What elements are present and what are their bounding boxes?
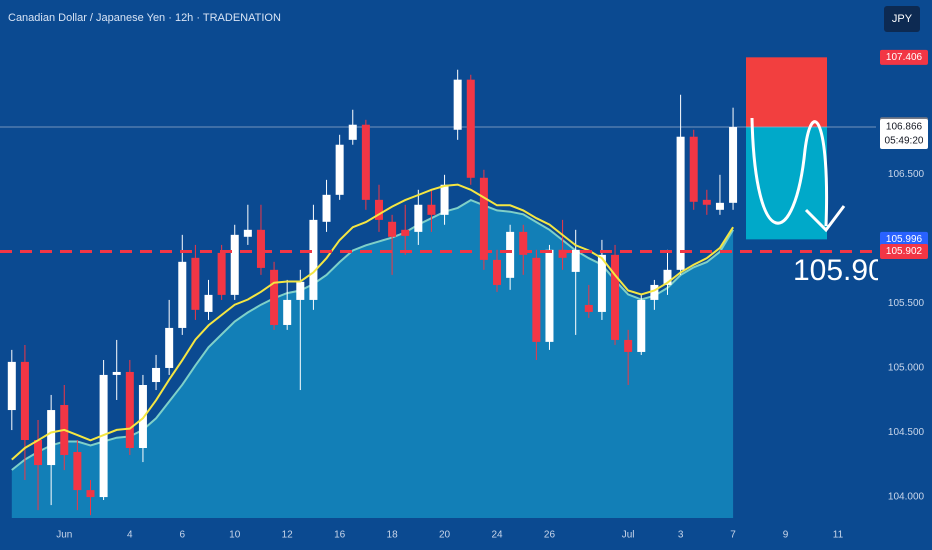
candle-body — [256, 229, 265, 268]
target-label: 105.90 — [793, 254, 885, 287]
candle-body — [270, 269, 279, 325]
x-tick-label: 12 — [282, 530, 294, 541]
candle-body — [506, 231, 515, 278]
candle-body — [86, 490, 95, 498]
x-tick-label: 18 — [387, 530, 399, 541]
candle-body — [702, 199, 711, 205]
forecast-arrowhead — [804, 205, 846, 233]
price-label: 106.866 — [886, 122, 923, 133]
candle-body — [138, 385, 147, 449]
candle-body — [453, 79, 462, 130]
candle-body — [165, 327, 174, 368]
x-tick-label: 26 — [544, 530, 556, 541]
candle-body — [597, 254, 606, 312]
candle-body — [125, 371, 134, 449]
x-tick-label: 10 — [229, 530, 241, 541]
candle-body — [519, 231, 528, 255]
candle-body — [309, 219, 318, 300]
candle-body — [545, 249, 554, 342]
plot: 105.90 Jun 4 6 10 12 16 18 20 24 26 Jul 3 7 9 11 104.000… — [0, 36, 932, 550]
candle-body — [335, 144, 344, 195]
x-tick-label: 9 — [783, 530, 789, 541]
currency-button[interactable] — [884, 6, 920, 32]
candle-body — [47, 410, 56, 466]
candle-body — [204, 294, 213, 312]
candle-body — [637, 299, 646, 352]
candle-body — [217, 252, 226, 295]
x-tick-label: 3 — [678, 530, 684, 541]
x-tick-label: 24 — [491, 530, 503, 541]
candle-body — [34, 440, 43, 466]
ma-line — [11, 183, 734, 461]
price-label: 105.902 — [886, 246, 923, 257]
price-label-box — [880, 231, 928, 247]
candle-body — [401, 229, 410, 236]
candle-body — [361, 124, 370, 200]
y-tick-label: 104.000 — [888, 492, 925, 503]
candle-body — [558, 249, 567, 258]
candle-body — [479, 177, 488, 260]
candle-body — [73, 452, 82, 491]
x-tick-label: 4 — [127, 530, 133, 541]
candle-body — [243, 229, 252, 237]
candle-body — [466, 79, 475, 178]
y-tick-label: 105.500 — [888, 298, 925, 309]
x-tick-label: 7 — [730, 530, 736, 541]
price-label-box — [880, 119, 928, 150]
candle-body — [715, 202, 724, 210]
candle-body — [493, 259, 502, 285]
forecast-curve — [750, 117, 829, 227]
x-tick-label: 16 — [334, 530, 346, 541]
candle-body — [571, 249, 580, 272]
x-tick-label: 11 — [833, 530, 844, 541]
price-label: 105.996 — [886, 234, 923, 245]
x-tick-label: 6 — [180, 530, 186, 541]
candle-body — [322, 194, 331, 222]
candle-body — [414, 204, 423, 232]
candle-body — [611, 254, 620, 340]
stop-zone — [746, 57, 827, 128]
countdown: 05:49:20 — [885, 136, 924, 147]
candle-body — [729, 127, 738, 203]
candle-body — [676, 136, 685, 270]
price-label-box — [880, 49, 928, 65]
price-label: 107.406 — [886, 52, 923, 63]
candle-body — [532, 257, 541, 342]
currency-button-label[interactable]: JPY — [892, 13, 913, 25]
candle-body — [388, 221, 397, 237]
candle-body — [230, 234, 239, 295]
candle-body — [178, 261, 187, 328]
y-tick-label: 106.500 — [888, 169, 925, 180]
candle-body — [112, 371, 121, 375]
price-label-box — [880, 244, 928, 260]
x-tick-label: 20 — [439, 530, 451, 541]
candle-body — [689, 136, 698, 202]
chart-title: Canadian Dollar / Japanese Yen · 12h · T… — [8, 12, 281, 24]
candle-body — [374, 199, 383, 220]
candle-body — [663, 269, 672, 285]
candle-body — [191, 257, 200, 310]
candle-body — [348, 124, 357, 140]
candle-body — [650, 284, 659, 300]
candle-body — [427, 204, 436, 215]
y-tick-label: 104.500 — [888, 427, 925, 438]
candle-body — [20, 361, 29, 440]
candle-body — [296, 281, 305, 300]
target-zone — [746, 127, 827, 240]
price-axis — [878, 36, 932, 550]
candle-body — [440, 184, 449, 215]
candle-body — [7, 361, 16, 411]
x-tick-label: Jun — [56, 530, 72, 541]
candle-body — [584, 304, 593, 312]
candle-body — [152, 367, 161, 383]
time-axis — [0, 518, 878, 550]
candle-body — [283, 299, 292, 325]
x-tick-label: Jul — [622, 530, 635, 541]
candle-body — [624, 339, 633, 352]
y-tick-label: 105.000 — [888, 363, 925, 374]
